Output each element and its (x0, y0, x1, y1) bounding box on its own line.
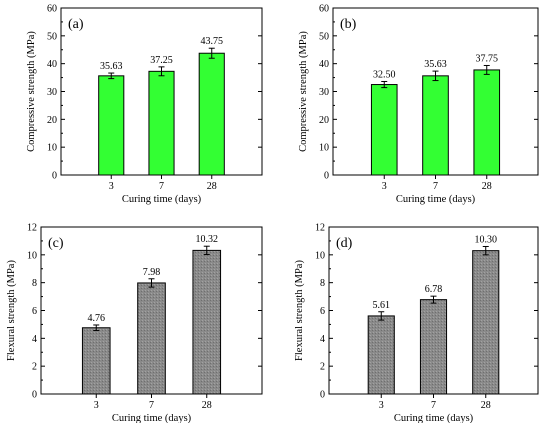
y-tick-label: 60 (319, 4, 329, 15)
y-tick-label: 0 (52, 171, 57, 182)
y-tick-label: 0 (32, 390, 37, 401)
y-tick-label: 50 (319, 31, 329, 42)
plot-frame (60, 7, 263, 176)
y-tick-label: 4 (320, 334, 325, 345)
bar (367, 315, 395, 395)
y-axis-title: Compressive strength (MPa) (26, 31, 37, 152)
x-axis-title: Curing time (days) (394, 413, 474, 423)
y-tick-label: 0 (320, 390, 325, 401)
plot-frame (332, 7, 539, 176)
x-tick-label: 28 (482, 181, 492, 192)
y-tick-label: 40 (319, 59, 329, 70)
y-tick-label: 40 (47, 59, 57, 70)
bar (370, 84, 398, 176)
data-label: 37.75 (476, 53, 499, 64)
y-tick-label: 10 (319, 143, 329, 154)
y-tick-label: 20 (319, 115, 329, 126)
y-tick-label: 12 (27, 223, 37, 234)
y-tick-label: 30 (47, 87, 57, 98)
y-tick-label: 6 (320, 306, 325, 317)
panel-label: (b) (340, 17, 357, 32)
plot-frame (40, 226, 263, 395)
bar (422, 75, 449, 176)
data-label: 6.78 (425, 284, 443, 295)
x-tick-label: 28 (481, 400, 491, 411)
y-axis-title: Flexural strength (MPa) (6, 260, 17, 361)
chart-panel-2: 0 10 20 30 40 50 60 32.50 3 35.63 7 37.75 28 (b) Curin… (298, 4, 539, 205)
x-tick-label: 28 (207, 181, 217, 192)
y-tick-label: 12 (315, 223, 325, 234)
plot-frame (328, 226, 539, 395)
x-tick-label: 7 (159, 181, 164, 192)
y-tick-label: 0 (324, 171, 329, 182)
y-tick-label: 8 (320, 278, 325, 289)
data-label: 5.61 (373, 300, 391, 311)
x-axis-title: Curing time (days) (396, 194, 476, 205)
y-tick-label: 10 (27, 250, 37, 261)
y-tick-label: 10 (315, 250, 325, 261)
y-tick-label: 4 (32, 334, 37, 345)
y-tick-label: 20 (47, 115, 57, 126)
y-tick-label: 2 (320, 362, 325, 373)
x-tick-label: 3 (379, 400, 384, 411)
x-axis-title: Curing time (days) (112, 413, 192, 423)
chart-panel-3: 0 2 4 6 8 10 12 4.76 3 7.98 7 10.32 28 (c) Curing time… (6, 223, 263, 423)
bar (473, 69, 501, 176)
data-label: 4.76 (88, 313, 106, 324)
bar (148, 70, 175, 176)
data-label: 10.32 (196, 234, 219, 245)
x-tick-label: 3 (94, 400, 99, 411)
bar (81, 327, 111, 395)
bar (198, 52, 225, 176)
data-label: 10.30 (475, 234, 498, 245)
data-label: 35.63 (424, 59, 447, 70)
data-label: 35.63 (100, 61, 123, 72)
bar (137, 282, 166, 395)
bar (98, 75, 125, 176)
y-tick-label: 6 (32, 306, 37, 317)
y-tick-label: 60 (47, 4, 57, 15)
data-label: 43.75 (201, 36, 224, 47)
bar (192, 249, 222, 395)
x-tick-label: 7 (149, 400, 154, 411)
x-tick-label: 28 (202, 400, 212, 411)
bar (419, 299, 448, 395)
panel-label: (d) (336, 236, 353, 251)
y-tick-label: 8 (32, 278, 37, 289)
y-tick-label: 50 (47, 31, 57, 42)
y-axis-title: Compressive strength (MPa) (298, 31, 309, 152)
data-label: 37.25 (150, 55, 173, 66)
x-tick-label: 7 (433, 181, 438, 192)
data-label: 7.98 (143, 267, 161, 278)
panel-label: (c) (48, 236, 64, 251)
y-tick-label: 30 (319, 87, 329, 98)
data-label: 32.50 (373, 69, 396, 80)
y-axis-title: Flexural strength (MPa) (294, 260, 305, 361)
x-tick-label: 7 (431, 400, 436, 411)
chart-panel-4: 0 2 4 6 8 10 12 5.61 3 6.78 7 10.30 28 (d) Curing time… (294, 223, 539, 423)
x-tick-label: 3 (109, 181, 114, 192)
chart-panel-1: 0 10 20 30 40 50 60 35.63 3 37.25 7 43.75 28 (a) Curin… (26, 4, 263, 205)
x-tick-label: 3 (382, 181, 387, 192)
y-tick-label: 2 (32, 362, 37, 373)
y-tick-label: 10 (47, 143, 57, 154)
x-axis-title: Curing time (days) (122, 194, 202, 205)
panel-label: (a) (68, 17, 84, 32)
bar (472, 250, 500, 395)
